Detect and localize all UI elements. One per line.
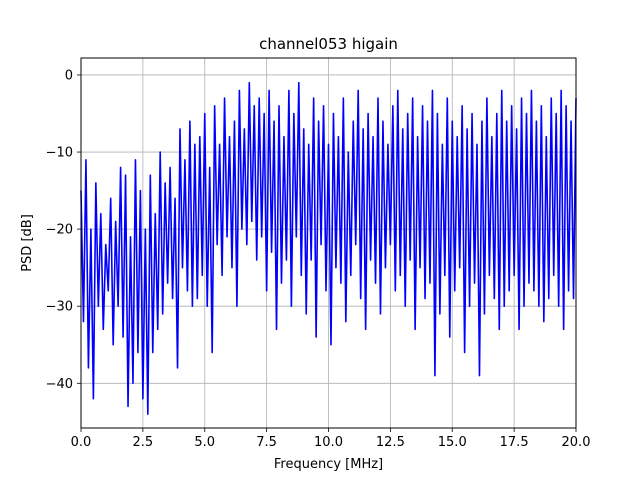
series-layer [80, 81, 577, 415]
x-tick-label: 0.0 [71, 435, 92, 450]
x-tick-label: 12.5 [376, 435, 405, 450]
y-tick-label: −40 [46, 377, 73, 392]
ticks: 0.0 2.5 5.0 7.5 10.0 12.5 15.0 17.5 20.0 0 −10 −20 −… [46, 68, 591, 450]
x-tick-label: 20.0 [562, 435, 591, 450]
x-tick-label: 10.0 [314, 435, 343, 450]
y-tick-label: −20 [46, 223, 73, 238]
y-axis-label: PSD [dB] [20, 214, 35, 272]
y-tick-label: 0 [65, 68, 73, 83]
x-tick-label: 2.5 [133, 435, 154, 450]
y-tick-label: −30 [46, 300, 73, 315]
x-tick-label: 15.0 [438, 435, 467, 450]
y-tick-label: −10 [46, 146, 73, 161]
psd-series-line [80, 81, 577, 415]
x-tick-label: 17.5 [500, 435, 529, 450]
x-tick-label: 7.5 [256, 435, 277, 450]
x-axis-label: Frequency [MHz] [274, 457, 383, 472]
x-tick-label: 5.0 [194, 435, 215, 450]
chart-title: channel053 higain [259, 35, 398, 53]
